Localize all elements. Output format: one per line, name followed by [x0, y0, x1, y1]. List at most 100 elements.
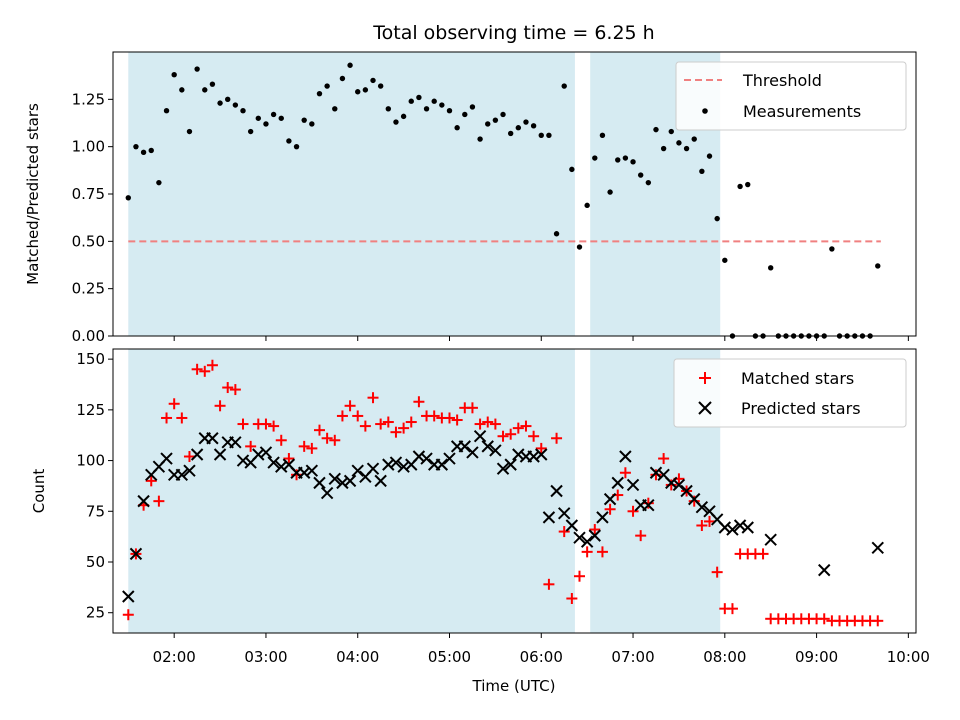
predicted-star-point	[466, 446, 479, 459]
measurement-point	[171, 72, 177, 78]
measurement-point	[431, 98, 437, 104]
measurement-point	[584, 202, 590, 209]
ratio-panel: 0.00 0.25 0.50 0.75 1.00 1.25 Matched/Predict…	[24, 51, 917, 345]
legend-matched-swatch	[699, 372, 711, 384]
matched-star-point	[558, 526, 570, 538]
matched-star-point	[543, 578, 555, 590]
y-tick-label: 1.25	[72, 90, 105, 108]
measurement-point	[454, 125, 460, 131]
predicted-star-point	[558, 507, 571, 520]
matched-star-point	[245, 440, 257, 452]
predicted-star-point	[397, 460, 410, 473]
matched-star-point	[214, 400, 226, 412]
predicted-star-point	[871, 541, 884, 555]
matched-star-point	[818, 613, 830, 625]
measurement-point	[607, 189, 613, 195]
matched-star-point	[443, 412, 455, 424]
matched-star-point	[237, 418, 249, 430]
matched-stars-points	[122, 359, 884, 627]
predicted-star-point	[343, 474, 357, 488]
predicted-star-point	[672, 478, 686, 492]
predicted-star-point	[328, 472, 341, 486]
matched-star-point	[696, 519, 708, 531]
y-tick-label: 75	[86, 502, 105, 520]
matched-star-point	[551, 432, 563, 444]
matched-star-point	[382, 416, 394, 428]
matched-star-point	[528, 430, 540, 442]
x-tick-label: 04:00	[336, 648, 379, 666]
predicted-star-point	[122, 590, 135, 603]
matched-star-point	[291, 469, 303, 481]
y-tick-label: 25	[86, 604, 105, 622]
matched-star-point	[497, 430, 509, 442]
matched-star-point	[229, 384, 241, 396]
predicted-star-point	[573, 531, 586, 544]
matched-star-point	[145, 475, 157, 487]
measurement-point	[722, 257, 728, 263]
measurement-point	[316, 90, 323, 97]
measurement-point	[637, 172, 644, 178]
measurement-point	[829, 246, 835, 252]
predicted-star-point	[626, 478, 640, 492]
matched-star-point	[275, 434, 287, 446]
measurement-point	[546, 132, 552, 139]
predicted-star-point	[588, 529, 602, 542]
predicted-star-point	[619, 450, 632, 463]
matched-star-point	[535, 442, 547, 454]
x-axis-label: Time (UTC)	[472, 677, 556, 695]
predicted-star-point	[313, 476, 326, 490]
measurement-point	[355, 89, 361, 95]
matched-star-point	[176, 412, 188, 424]
predicted-star-point	[496, 462, 510, 475]
predicted-star-point	[535, 448, 548, 461]
legend-measurements-swatch	[702, 108, 708, 114]
matched-star-point	[635, 530, 647, 542]
x-tick-label: 05:00	[428, 648, 471, 666]
matched-star-point	[122, 609, 134, 621]
measurement-point	[599, 132, 606, 139]
measurement-point	[660, 145, 667, 152]
measurement-point	[324, 83, 330, 89]
matched-star-point	[375, 418, 387, 430]
y-tick-label: 100	[76, 452, 105, 470]
matched-star-point	[688, 495, 700, 507]
predicted-star-point	[473, 430, 487, 443]
predicted-star-point	[649, 466, 663, 479]
matched-star-point	[642, 497, 654, 509]
predicted-star-point	[412, 450, 426, 463]
measurement-point	[148, 147, 154, 154]
measurement-point	[156, 179, 162, 186]
measurement-point	[408, 98, 414, 104]
predicted-star-point	[764, 533, 777, 546]
measurement-point	[385, 106, 392, 112]
top-shaded-intervals	[128, 52, 721, 336]
measurement-point	[875, 263, 881, 269]
measurement-point	[278, 115, 284, 121]
measurement-point	[492, 117, 499, 123]
y-tick-label: 0.75	[72, 185, 105, 203]
measurement-point	[140, 149, 147, 156]
predicted-star-point	[435, 458, 449, 471]
matched-star-point	[329, 434, 341, 446]
measurement-point	[668, 128, 674, 135]
matched-star-point	[489, 418, 501, 430]
measurement-point	[194, 66, 200, 72]
measurement-point	[270, 111, 277, 118]
shaded-interval	[128, 349, 575, 633]
legend-threshold-label: Threshold	[742, 71, 822, 90]
chart-title: Total observing time = 6.25 h	[372, 22, 654, 44]
measurement-point	[217, 100, 223, 106]
matched-star-point	[872, 615, 884, 627]
bottom-x-ticks: 02:00 03:00 04:00 05:00 06:00 07:00 08:00 09:00…	[153, 633, 930, 666]
matched-star-point	[260, 418, 272, 430]
predicted-star-point	[512, 448, 525, 461]
measurement-point	[469, 104, 476, 110]
predicted-star-point	[642, 498, 655, 512]
matched-star-point	[283, 453, 295, 465]
matched-star-point	[566, 593, 578, 605]
measurement-point	[706, 153, 713, 159]
measurement-point	[500, 111, 506, 118]
measurement-point	[332, 106, 338, 112]
measurement-point	[485, 121, 491, 127]
predicted-star-point	[458, 440, 471, 453]
